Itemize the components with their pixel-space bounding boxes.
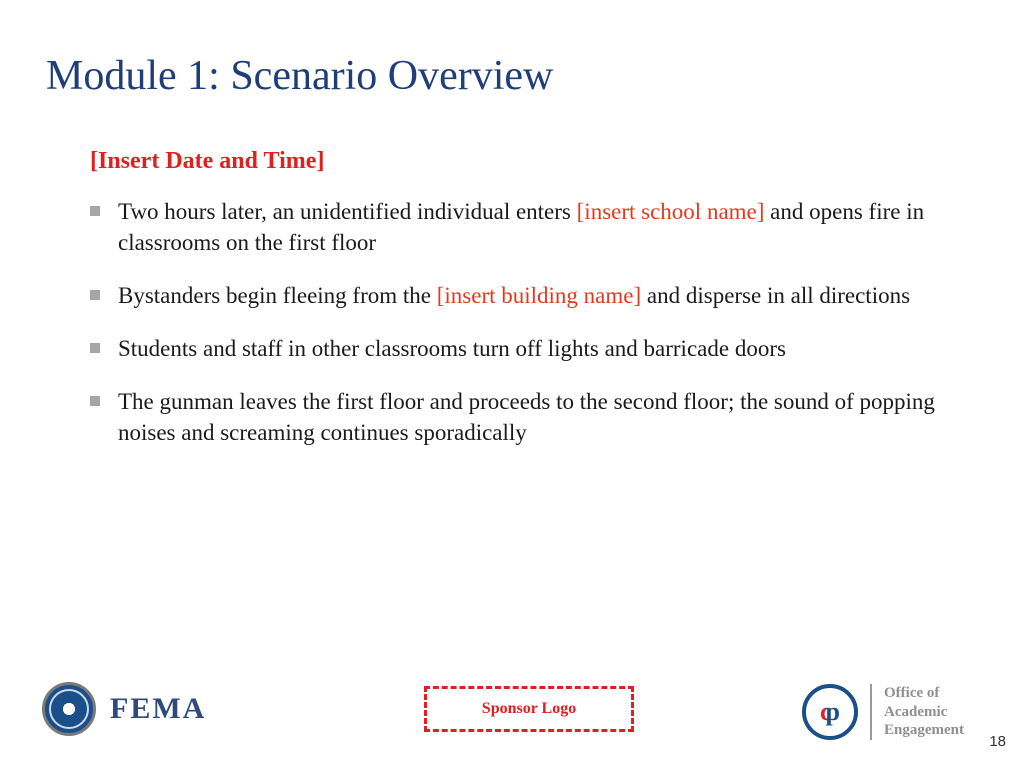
placeholder-text: [insert school name] xyxy=(577,199,765,224)
list-item: Two hours later, an unidentified individ… xyxy=(90,196,964,258)
oae-line: Academic xyxy=(884,703,964,722)
bullet-segment: Bystanders begin fleeing from the xyxy=(118,283,437,308)
fema-logo-group: FEMA xyxy=(42,682,206,736)
list-item: Students and staff in other classrooms t… xyxy=(90,333,964,364)
bullet-marker-icon xyxy=(90,343,100,353)
bullet-marker-icon xyxy=(90,396,100,406)
slide: Module 1: Scenario Overview [Insert Date… xyxy=(0,0,1024,768)
slide-subhead: [Insert Date and Time] xyxy=(90,148,324,175)
sponsor-logo-placeholder: Sponsor Logo xyxy=(424,686,634,732)
bullet-text: Bystanders begin fleeing from the [inser… xyxy=(118,280,910,311)
slide-title: Module 1: Scenario Overview xyxy=(46,52,553,100)
bullet-text: The gunman leaves the first floor and pr… xyxy=(118,386,964,448)
bullet-list: Two hours later, an unidentified individ… xyxy=(90,196,964,470)
oae-logo-group: cp Office of Academic Engagement xyxy=(802,684,964,740)
fema-wordmark: FEMA xyxy=(110,692,206,726)
vertical-divider-icon xyxy=(870,684,872,740)
bullet-text: Students and staff in other classrooms t… xyxy=(118,333,786,364)
oae-line: Office of xyxy=(884,684,964,703)
oae-text: Office of Academic Engagement xyxy=(884,684,964,740)
bullet-segment: The gunman leaves the first floor and pr… xyxy=(118,389,935,445)
list-item: The gunman leaves the first floor and pr… xyxy=(90,386,964,448)
footer: FEMA Sponsor Logo cp Office of Academic … xyxy=(0,658,1024,768)
page-number: 18 xyxy=(989,733,1006,750)
dhs-seal-icon xyxy=(42,682,96,736)
sponsor-label: Sponsor Logo xyxy=(482,700,576,718)
bullet-segment: and disperse in all directions xyxy=(641,283,910,308)
oae-line: Engagement xyxy=(884,721,964,740)
list-item: Bystanders begin fleeing from the [inser… xyxy=(90,280,964,311)
bullet-marker-icon xyxy=(90,290,100,300)
bullet-segment: Two hours later, an unidentified individ… xyxy=(118,199,577,224)
bullet-text: Two hours later, an unidentified individ… xyxy=(118,196,964,258)
placeholder-text: [insert building name] xyxy=(437,283,641,308)
oae-seal-icon: cp xyxy=(802,684,858,740)
bullet-segment: Students and staff in other classrooms t… xyxy=(118,336,786,361)
bullet-marker-icon xyxy=(90,206,100,216)
